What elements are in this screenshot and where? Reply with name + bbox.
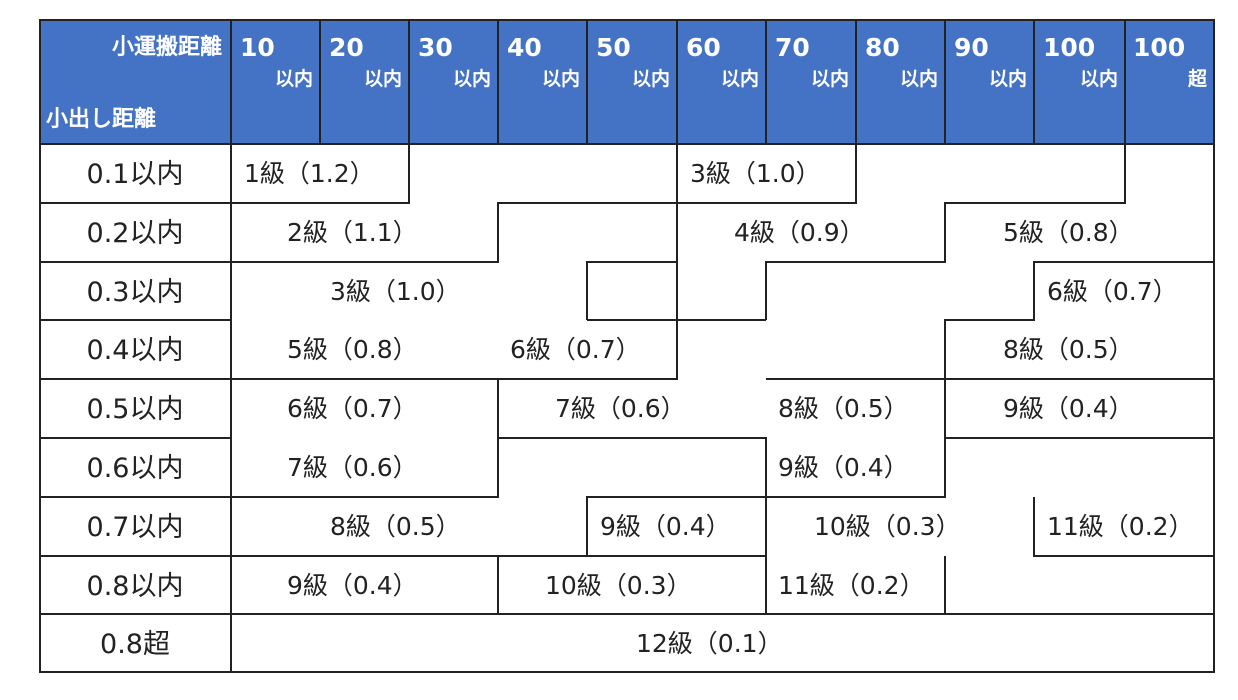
row-label: 0.8超 bbox=[100, 629, 170, 660]
grade-cell: 9級（0.4） bbox=[1003, 394, 1134, 423]
col-header-sub: 以内 bbox=[542, 67, 580, 90]
grade-cell: 3級（1.0） bbox=[330, 277, 461, 306]
row-label: 0.5以内 bbox=[87, 394, 184, 425]
col-header-sub: 以内 bbox=[721, 67, 759, 90]
grade-cell: 5級（0.8） bbox=[287, 335, 418, 364]
col-header-sub: 以内 bbox=[632, 67, 670, 90]
corner-label-feed-distance: 小出し距離 bbox=[46, 106, 156, 132]
grade-cell: 10級（0.3） bbox=[814, 512, 961, 541]
col-header-num: 100 bbox=[1133, 33, 1185, 62]
grade-cell: 3級（1.0） bbox=[690, 159, 821, 188]
body-grid bbox=[39, 19, 1215, 673]
grade-cell: 8級（0.5） bbox=[1003, 335, 1134, 364]
col-header-num: 20 bbox=[329, 33, 364, 62]
row-label: 0.6以内 bbox=[87, 453, 184, 484]
row-labels: 0.1以内 0.2以内 0.3以内 0.4以内 0.5以内 0.6以内 0.7以… bbox=[87, 159, 184, 660]
col-header-num: 10 bbox=[240, 33, 275, 62]
grade-cell: 2級（1.1） bbox=[287, 218, 418, 247]
header-background bbox=[40, 20, 1214, 144]
grade-cell: 5級（0.8） bbox=[1003, 218, 1134, 247]
col-header-num: 60 bbox=[686, 33, 721, 62]
header-dividers bbox=[230, 20, 1126, 144]
col-header-sub: 以内 bbox=[1080, 67, 1118, 90]
grade-cell: 7級（0.6） bbox=[555, 394, 686, 423]
grade-cell: 7級（0.6） bbox=[287, 453, 418, 482]
grade-cell: 6級（0.7） bbox=[1047, 277, 1178, 306]
grade-cell: 6級（0.7） bbox=[510, 335, 641, 364]
grade-cell: 12級（0.1） bbox=[636, 629, 783, 658]
col-header-num: 80 bbox=[865, 33, 900, 62]
col-header-num: 70 bbox=[775, 33, 810, 62]
col-header-num: 90 bbox=[954, 33, 989, 62]
col-header-sub: 以内 bbox=[900, 67, 938, 90]
grade-cell: 1級（1.2） bbox=[244, 159, 375, 188]
grade-cell: 4級（0.9） bbox=[734, 218, 865, 247]
col-header-num: 30 bbox=[418, 33, 453, 62]
col-header-num: 40 bbox=[507, 33, 542, 62]
column-headers: 10 以内 20 以内 30 以内 40 以内 50 以内 60 以内 70 以… bbox=[240, 33, 1208, 90]
grade-cell: 11級（0.2） bbox=[778, 571, 925, 600]
col-header-sub: 以内 bbox=[989, 67, 1027, 90]
row-label: 0.1以内 bbox=[87, 159, 184, 190]
grade-cell: 9級（0.4） bbox=[778, 453, 909, 482]
grade-cell: 10級（0.3） bbox=[545, 571, 692, 600]
grade-cell: 11級（0.2） bbox=[1047, 512, 1194, 541]
col-header-num: 50 bbox=[596, 33, 631, 62]
grade-cell: 8級（0.5） bbox=[330, 512, 461, 541]
grade-cells: 1級（1.2） 3級（1.0） 2級（1.1） 4級（0.9） 5級（0.8） … bbox=[244, 159, 1194, 658]
col-header-sub: 以内 bbox=[453, 67, 491, 90]
grade-cell: 9級（0.4） bbox=[287, 571, 418, 600]
grade-cell: 8級（0.5） bbox=[778, 394, 909, 423]
row-label: 0.2以内 bbox=[87, 218, 184, 249]
grade-cell: 6級（0.7） bbox=[287, 394, 418, 423]
row-label: 0.3以内 bbox=[87, 277, 184, 308]
col-header-sub: 超 bbox=[1187, 67, 1208, 90]
row-label: 0.7以内 bbox=[87, 512, 184, 543]
corner-label-transport-distance: 小運搬距離 bbox=[112, 34, 222, 60]
col-header-sub: 以内 bbox=[811, 67, 849, 90]
grade-cell: 9級（0.4） bbox=[600, 512, 731, 541]
row-label: 0.8以内 bbox=[87, 571, 184, 602]
row-label: 0.4以内 bbox=[87, 335, 184, 366]
col-header-sub: 以内 bbox=[364, 67, 402, 90]
col-header-sub: 以内 bbox=[275, 67, 313, 90]
col-header-num: 100 bbox=[1043, 33, 1095, 62]
